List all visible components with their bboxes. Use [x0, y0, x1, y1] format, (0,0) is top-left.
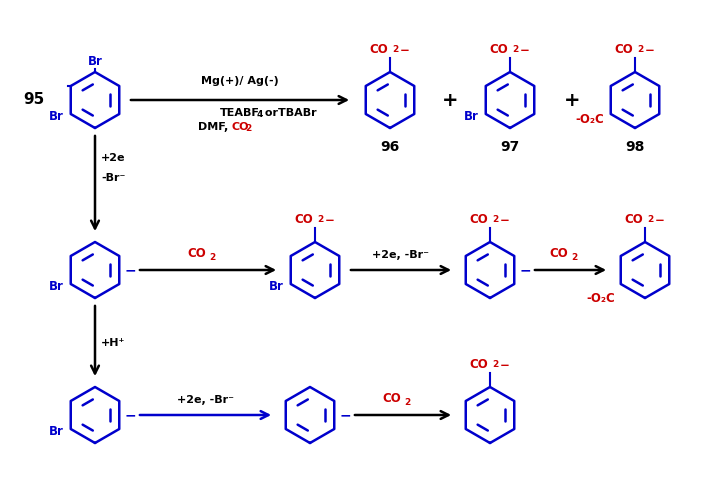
- Text: +2e, -Br⁻: +2e, -Br⁻: [373, 250, 430, 260]
- Text: 4: 4: [257, 110, 263, 119]
- Text: TEABF: TEABF: [220, 108, 260, 118]
- Text: CO: CO: [369, 43, 388, 56]
- Text: Br: Br: [49, 110, 64, 123]
- Text: −: −: [125, 263, 136, 277]
- Text: -O₂C: -O₂C: [586, 292, 615, 305]
- Text: 2: 2: [492, 360, 498, 369]
- Text: CO: CO: [382, 392, 401, 405]
- Text: 2: 2: [637, 45, 643, 54]
- Text: CO: CO: [490, 43, 508, 56]
- Text: CO: CO: [294, 213, 313, 226]
- Text: +2e, -Br⁻: +2e, -Br⁻: [177, 395, 234, 405]
- Text: 2: 2: [512, 45, 518, 54]
- Text: −: −: [500, 214, 510, 227]
- Text: −: −: [655, 214, 665, 227]
- Text: Mg(+)/ Ag(-): Mg(+)/ Ag(-): [201, 76, 279, 86]
- Text: CO: CO: [469, 213, 488, 226]
- Text: CO: CO: [469, 358, 488, 371]
- Text: −: −: [400, 44, 410, 57]
- Text: −: −: [125, 408, 136, 422]
- Text: CO: CO: [614, 43, 633, 56]
- Text: CO: CO: [624, 213, 643, 226]
- Text: 2: 2: [647, 215, 653, 224]
- Text: DMF,: DMF,: [198, 122, 232, 132]
- Text: 2: 2: [245, 124, 251, 133]
- Text: Br: Br: [269, 280, 284, 293]
- Text: Br: Br: [87, 55, 102, 68]
- Text: orTBABr: orTBABr: [261, 108, 317, 118]
- Text: −: −: [340, 408, 352, 422]
- Text: +: +: [565, 90, 580, 110]
- Text: −: −: [645, 44, 655, 57]
- Text: −: −: [325, 214, 335, 227]
- Text: 2: 2: [404, 398, 410, 407]
- Text: Br: Br: [49, 280, 64, 293]
- Text: 98: 98: [625, 140, 645, 154]
- Text: CO: CO: [187, 247, 206, 260]
- Text: 2: 2: [209, 253, 216, 262]
- Text: 97: 97: [500, 140, 520, 154]
- Text: +H⁺: +H⁺: [101, 338, 125, 347]
- Text: +2e: +2e: [101, 153, 125, 163]
- Text: -O₂C: -O₂C: [575, 113, 604, 126]
- Text: 2: 2: [317, 215, 323, 224]
- Text: Br: Br: [464, 110, 479, 123]
- Text: −: −: [500, 359, 510, 372]
- Text: 2: 2: [492, 215, 498, 224]
- Text: 96: 96: [381, 140, 399, 154]
- Text: +: +: [442, 90, 459, 110]
- Text: CO: CO: [549, 247, 568, 260]
- Text: -Br⁻: -Br⁻: [101, 173, 125, 183]
- Text: 2: 2: [572, 253, 578, 262]
- Text: 2: 2: [392, 45, 398, 54]
- Text: −: −: [520, 263, 531, 277]
- Text: 95: 95: [24, 93, 45, 108]
- Text: Br: Br: [49, 426, 64, 438]
- Text: CO: CO: [232, 122, 249, 132]
- Text: −: −: [520, 44, 530, 57]
